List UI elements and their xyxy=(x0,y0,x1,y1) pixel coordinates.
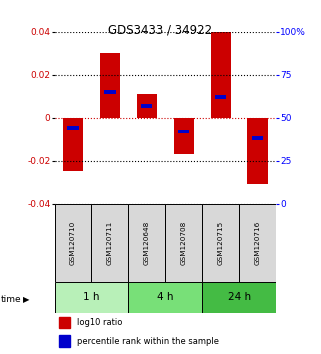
Bar xyxy=(202,204,239,282)
Text: 24 h: 24 h xyxy=(228,292,251,302)
Bar xyxy=(202,282,276,313)
Bar xyxy=(165,204,202,282)
Bar xyxy=(141,104,152,108)
Bar xyxy=(178,130,189,133)
Text: GDS3433 / 34922: GDS3433 / 34922 xyxy=(108,23,213,36)
Text: time: time xyxy=(1,295,21,304)
Text: ▶: ▶ xyxy=(23,295,30,304)
Bar xyxy=(128,282,202,313)
Text: GSM120708: GSM120708 xyxy=(181,221,187,265)
Bar xyxy=(100,53,120,118)
Text: GSM120648: GSM120648 xyxy=(144,221,150,265)
Bar xyxy=(104,90,116,94)
Bar xyxy=(59,317,70,328)
Text: percentile rank within the sample: percentile rank within the sample xyxy=(77,337,219,346)
Text: GSM120711: GSM120711 xyxy=(107,221,113,265)
Bar xyxy=(67,126,79,130)
Bar xyxy=(55,282,128,313)
Bar xyxy=(63,118,83,171)
Text: GSM120715: GSM120715 xyxy=(218,221,224,265)
Bar xyxy=(247,118,268,184)
Text: GSM120710: GSM120710 xyxy=(70,221,76,265)
Bar xyxy=(55,204,91,282)
Bar xyxy=(239,204,276,282)
Text: log10 ratio: log10 ratio xyxy=(77,318,122,327)
Text: GSM120716: GSM120716 xyxy=(255,221,261,265)
Bar xyxy=(59,336,70,347)
Bar xyxy=(215,95,226,99)
Text: 1 h: 1 h xyxy=(83,292,100,302)
Bar xyxy=(211,32,231,118)
Bar xyxy=(137,94,157,118)
Text: 4 h: 4 h xyxy=(157,292,174,302)
Bar xyxy=(91,204,128,282)
Bar xyxy=(252,137,263,140)
Bar xyxy=(128,204,165,282)
Bar xyxy=(174,118,194,154)
